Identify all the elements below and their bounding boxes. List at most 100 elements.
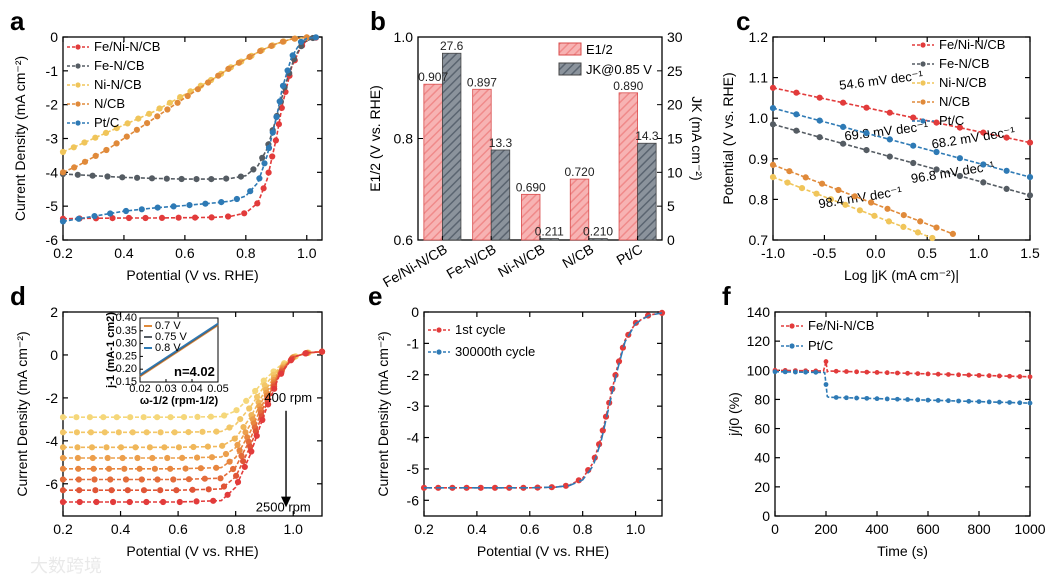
panel-f-ytick-label: 120 xyxy=(747,333,771,349)
panel-f-xtick-label: 600 xyxy=(916,521,940,537)
panel-d-rpm-marker xyxy=(318,348,326,355)
panel-a-series-marker xyxy=(119,174,126,181)
panel-c-series-marker xyxy=(842,201,849,208)
panel-a-series-marker xyxy=(59,148,67,156)
panel-e-ytick-label: -5 xyxy=(407,461,420,477)
panel-f-series-marker xyxy=(997,399,1002,405)
panel-b-ytick-right-label: 0 xyxy=(667,232,675,248)
panel-f-series-marker xyxy=(782,369,788,375)
panel-d-rpm-marker xyxy=(90,465,97,472)
panel-c-series-marker xyxy=(933,119,940,126)
panel-b-xtick-label: Ni-N/CB xyxy=(495,241,547,281)
panel-d-rpm-marker xyxy=(146,444,153,451)
panel-d-rpm-marker xyxy=(171,429,178,436)
panel-c-series-marker xyxy=(956,172,964,180)
panel-d-rpm-marker xyxy=(205,486,212,493)
panel-b-bar-e12-label: 0.897 xyxy=(467,75,497,89)
panel-d-rpm-marker xyxy=(240,424,247,431)
panel-a-series-marker xyxy=(254,200,261,207)
panel-f-series-marker xyxy=(1007,400,1012,405)
panel-a-series-marker xyxy=(113,125,120,132)
panel-f-series-marker xyxy=(772,369,778,375)
panel-a-ytick-label: -1 xyxy=(46,63,59,79)
panel-e-legend-0-swatch-marker xyxy=(436,327,442,333)
panel-e-legend-0-label: 1st cycle xyxy=(455,322,506,337)
panel-f-series-marker xyxy=(1027,400,1033,406)
panel-e-ytick-label: -6 xyxy=(407,492,420,508)
panel-a-series-marker xyxy=(178,175,185,183)
panel-c-series-marker xyxy=(863,104,870,111)
panel-b-bar-jk-label: 0.211 xyxy=(535,225,564,239)
panel-d-rpm-marker xyxy=(237,416,244,423)
panel-d-inset-line xyxy=(139,322,219,376)
panel-d-rpm-marker xyxy=(246,405,253,412)
panel-c-series-marker xyxy=(886,136,893,143)
panel-a-series-marker xyxy=(208,176,215,183)
panel-d-arrow-head xyxy=(281,496,292,508)
panel-c-series-marker xyxy=(929,234,936,242)
panel-a-series-marker xyxy=(284,67,291,74)
panel-c-series-marker xyxy=(769,161,777,168)
panel-f-series-marker xyxy=(986,399,992,405)
panel-a-series-marker xyxy=(177,94,184,101)
panel-c-xtick-label: 0.0 xyxy=(866,245,886,261)
panel-f-series-marker xyxy=(874,370,880,375)
panel-d-rpm-marker xyxy=(107,476,114,483)
panel-d-inset-xlabel: ω-1/2 (rpm-1/2) xyxy=(140,395,219,407)
panel-d-frame xyxy=(62,311,323,517)
panel-b-bar-jk xyxy=(588,238,608,241)
panel-d-inset-ytick-label: 0.25 xyxy=(116,350,137,362)
panel-c-slope-label: 54.6 mV dec⁻¹ xyxy=(838,68,924,93)
panel-d-inset-ytick-label: 0.40 xyxy=(116,312,137,324)
panel-a-legend-3-swatch-marker xyxy=(75,101,81,107)
panel-d-rpm-marker xyxy=(207,413,214,420)
panel-c-series-marker xyxy=(793,111,800,118)
panel-c-series-marker xyxy=(1026,139,1034,146)
panel-d-rpm-marker xyxy=(243,397,250,404)
panel-letter-e: e xyxy=(368,281,382,311)
panel-f-series-marker xyxy=(997,373,1002,379)
panel-d-xtick-label: 0.6 xyxy=(168,521,188,537)
panel-c-series-marker xyxy=(793,89,800,96)
panel-c-ytick-label: 0.7 xyxy=(749,232,769,248)
panel-b-ytick-left-label: 0.6 xyxy=(394,232,414,248)
panel-e-ytick-label: -2 xyxy=(407,367,420,383)
panel-a-series-marker xyxy=(202,200,209,207)
panel-d-rpm-marker xyxy=(59,444,67,451)
panel-a-series-marker xyxy=(59,218,67,225)
panel-d-rpm-marker xyxy=(254,393,261,401)
panel-a-series-marker xyxy=(154,204,161,211)
panel-f-series-marker xyxy=(884,370,890,376)
panel-d-rpm-marker xyxy=(219,442,226,449)
panel-a-series-marker xyxy=(89,172,96,179)
panel-d-rpm-marker xyxy=(238,452,245,460)
panel-f-series-marker xyxy=(823,382,829,387)
panel-c-series-marker xyxy=(910,142,917,149)
panel-c-xtick-label: 1.5 xyxy=(1020,245,1040,261)
panel-b-ytick-right-label: 10 xyxy=(667,164,683,180)
panel-a-series-marker xyxy=(134,174,141,181)
panel-a-series-marker xyxy=(163,175,170,182)
panel-a-series-marker xyxy=(175,214,182,221)
panel-d-rpm-marker xyxy=(210,497,217,504)
panel-b-bar-e12-label: 0.890 xyxy=(613,79,643,93)
panel-c-ylabel: Potential (V vs. RHE) xyxy=(720,72,736,204)
panel-a-series-marker xyxy=(268,42,275,50)
panel-d-inset-ytick-label: 0.35 xyxy=(116,325,137,337)
panel-a-series-marker xyxy=(208,214,215,221)
panel-a-series-marker xyxy=(275,121,282,128)
panel-a-ytick-label: -5 xyxy=(46,198,59,214)
panel-d-rpm-marker xyxy=(138,476,145,483)
panel-a-series-marker xyxy=(75,215,82,222)
panel-a-series-marker xyxy=(156,105,163,112)
panel-d-ytick-label: 0 xyxy=(50,347,58,363)
panel-d-xtick-label: 0.8 xyxy=(226,521,246,537)
panel-a-ytick-label: -6 xyxy=(46,232,59,248)
panel-d-rpm-marker xyxy=(217,475,224,482)
panel-a-series-marker xyxy=(138,206,145,213)
panel-f-ytick-label: 100 xyxy=(747,362,771,378)
panel-f-series-marker xyxy=(905,370,910,376)
panel-d-rpm-marker xyxy=(59,498,67,506)
panel-d-inset-ylabel: j-1 (mA-1 cm2) xyxy=(105,312,117,389)
panel-c-series-line xyxy=(772,107,1031,178)
